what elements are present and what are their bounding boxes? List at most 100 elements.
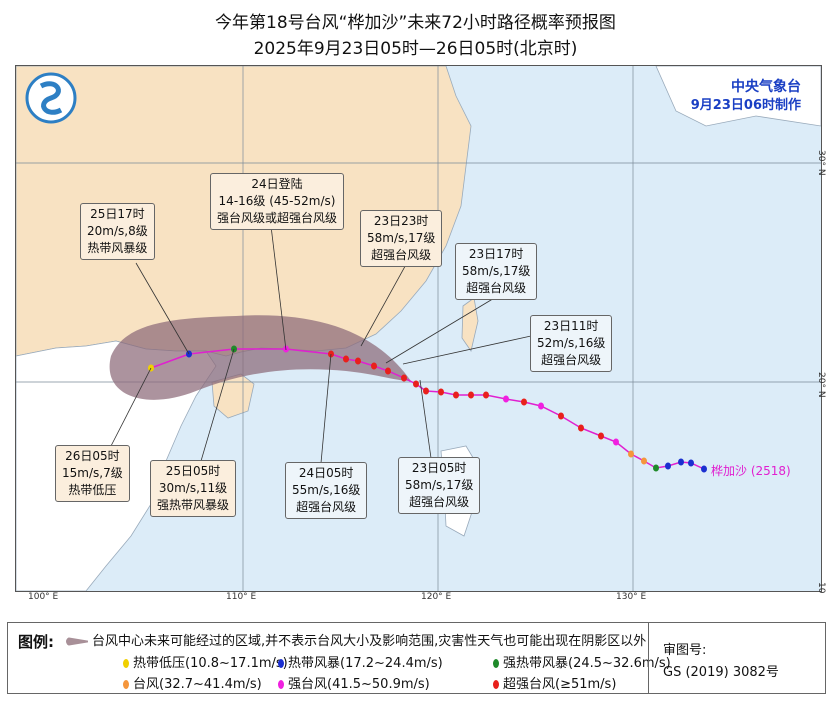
track-point xyxy=(521,398,527,406)
legend-category: 热带低压(10.8~17.1m/s) xyxy=(123,652,288,671)
leader-line xyxy=(419,379,432,459)
callout-line: 强台风级或超强台风级 xyxy=(217,211,338,225)
track-point xyxy=(578,424,584,432)
legend-category-text: 热带风暴(17.2~24.4m/s) xyxy=(288,656,443,671)
lat-label-20: 20° N xyxy=(816,372,826,398)
callout-line: 55m/s,16级 xyxy=(292,483,361,497)
track-point xyxy=(401,374,407,382)
typhoon-track xyxy=(148,345,707,473)
typhoon-symbol-icon xyxy=(493,680,499,689)
track-point xyxy=(355,357,361,365)
forecast-callout: 24日05时 55m/s,16级 超强台风级 xyxy=(285,462,368,519)
legend-category: 台风(32.7~41.4m/s) xyxy=(123,673,262,692)
lon-label-110: 110° E xyxy=(226,592,257,602)
track-point xyxy=(413,380,419,388)
forecast-callout: 25日17时 20m/s,8级 热带风暴级 xyxy=(80,203,155,260)
land-taiwan xyxy=(461,297,479,352)
typhoon-symbol-icon xyxy=(123,659,129,668)
callout-line: 强热带风暴级 xyxy=(157,498,230,512)
track-point xyxy=(701,465,707,473)
callout-line: 超强台风级 xyxy=(541,353,602,367)
legend-category: 强热带风暴(24.5~32.6m/s) xyxy=(493,652,671,671)
track-point xyxy=(453,391,459,399)
callout-line: 58m/s,17级 xyxy=(462,264,531,278)
approval-number: GS (2019) 3082号 xyxy=(663,665,779,680)
callout-line: 30m/s,11级 xyxy=(158,481,228,495)
callout-line: 15m/s,7级 xyxy=(62,466,123,480)
lon-label-120: 120° E xyxy=(421,592,452,602)
agency-name: 中央气象台 xyxy=(731,79,801,95)
track-point xyxy=(558,412,564,420)
lat-label-10: 10 xyxy=(816,582,826,594)
typhoon-symbol-icon xyxy=(278,680,284,689)
track-point xyxy=(665,462,671,470)
leader-line xyxy=(402,335,532,365)
cone-icon xyxy=(66,637,88,646)
track-point xyxy=(423,387,429,395)
callout-line: 14-16级 (45-52m/s) xyxy=(218,194,336,208)
callout-leader-lines xyxy=(110,225,532,464)
callout-line: 超强台风级 xyxy=(409,495,470,509)
track-point xyxy=(678,458,684,466)
legend: 图例: 台风中心未来可能经过的区域,并不表示台风大小及影响范围,灾害性天气也可能… xyxy=(7,622,826,694)
legend-cone-text: 台风中心未来可能经过的区域,并不表示台风大小及影响范围,灾害性天气也可能出现在阴… xyxy=(92,634,647,649)
track-point xyxy=(598,432,604,440)
legend-category-text: 台风(32.7~41.4m/s) xyxy=(133,677,262,692)
track-point xyxy=(641,457,647,465)
map-subtitle: 2025年9月23日05时—26日05时(北京时) xyxy=(253,39,578,59)
leader-line xyxy=(320,353,332,464)
probability-cone xyxy=(109,315,411,400)
callout-line: 23日05时 xyxy=(411,461,467,475)
approval-box: 审图号: GS (2019) 3082号 xyxy=(648,623,826,693)
track-point xyxy=(371,362,377,370)
lat-label-30: 30° N xyxy=(816,150,826,176)
leader-line xyxy=(200,348,235,462)
typhoon-symbol-icon xyxy=(278,659,284,668)
typhoon-name-label: 桦加沙 (2518) xyxy=(711,464,791,478)
typhoon-symbol-icon xyxy=(493,659,499,668)
callout-line: 24日登陆 xyxy=(251,177,303,191)
callout-line: 超强台风级 xyxy=(296,500,357,514)
forecast-callout: 23日23时 58m/s,17级 超强台风级 xyxy=(360,210,443,267)
track-point xyxy=(483,391,489,399)
leader-line xyxy=(135,262,190,355)
lon-label-130: 130° E xyxy=(616,592,647,602)
track-point xyxy=(688,459,694,467)
track-point xyxy=(653,464,659,472)
callout-line: 58m/s,17级 xyxy=(405,478,474,492)
lon-label-100: 100° E xyxy=(28,592,59,602)
forecast-callout: 23日17时 58m/s,17级 超强台风级 xyxy=(455,243,538,300)
forecast-callout: 23日05时 58m/s,17级 超强台风级 xyxy=(398,457,481,514)
leader-line xyxy=(270,225,287,351)
legend-category-text: 热带低压(10.8~17.1m/s) xyxy=(133,656,288,671)
callout-line: 25日05时 xyxy=(165,464,221,478)
track-point xyxy=(468,391,474,399)
track-point xyxy=(613,438,619,446)
leader-line xyxy=(110,367,152,447)
legend-label: 图例: xyxy=(18,633,54,651)
callout-line: 26日05时 xyxy=(65,449,120,463)
leader-line xyxy=(385,296,497,364)
callout-line: 25日17时 xyxy=(90,207,145,221)
callout-line: 23日23时 xyxy=(373,214,429,228)
forecast-callout: 26日05时 15m/s,7级 热带低压 xyxy=(55,445,130,502)
forecast-callout: 23日11时 52m/s,16级 超强台风级 xyxy=(530,315,613,372)
callout-line: 24日05时 xyxy=(298,466,354,480)
legend-category-text: 超强台风(≥51m/s) xyxy=(503,677,617,692)
callout-line: 热带风暴级 xyxy=(87,241,148,255)
forecast-callout: 24日登陆 14-16级 (45-52m/s) 强台风级或超强台风级 xyxy=(210,173,345,230)
callout-line: 超强台风级 xyxy=(371,248,432,262)
track-point xyxy=(343,355,349,363)
callout-line: 23日11时 xyxy=(543,319,599,333)
callout-line: 20m/s,8级 xyxy=(87,224,148,238)
cma-logo xyxy=(25,72,77,124)
track-point xyxy=(503,395,509,403)
legend-category: 强台风(41.5~50.9m/s) xyxy=(278,673,430,692)
track-point xyxy=(385,367,391,375)
legend-category-text: 强热带风暴(24.5~32.6m/s) xyxy=(503,656,671,671)
track-point xyxy=(538,402,544,410)
forecast-callout: 25日05时 30m/s,11级 强热带风暴级 xyxy=(150,460,237,517)
callout-line: 超强台风级 xyxy=(466,281,527,295)
legend-category-text: 强台风(41.5~50.9m/s) xyxy=(288,677,430,692)
